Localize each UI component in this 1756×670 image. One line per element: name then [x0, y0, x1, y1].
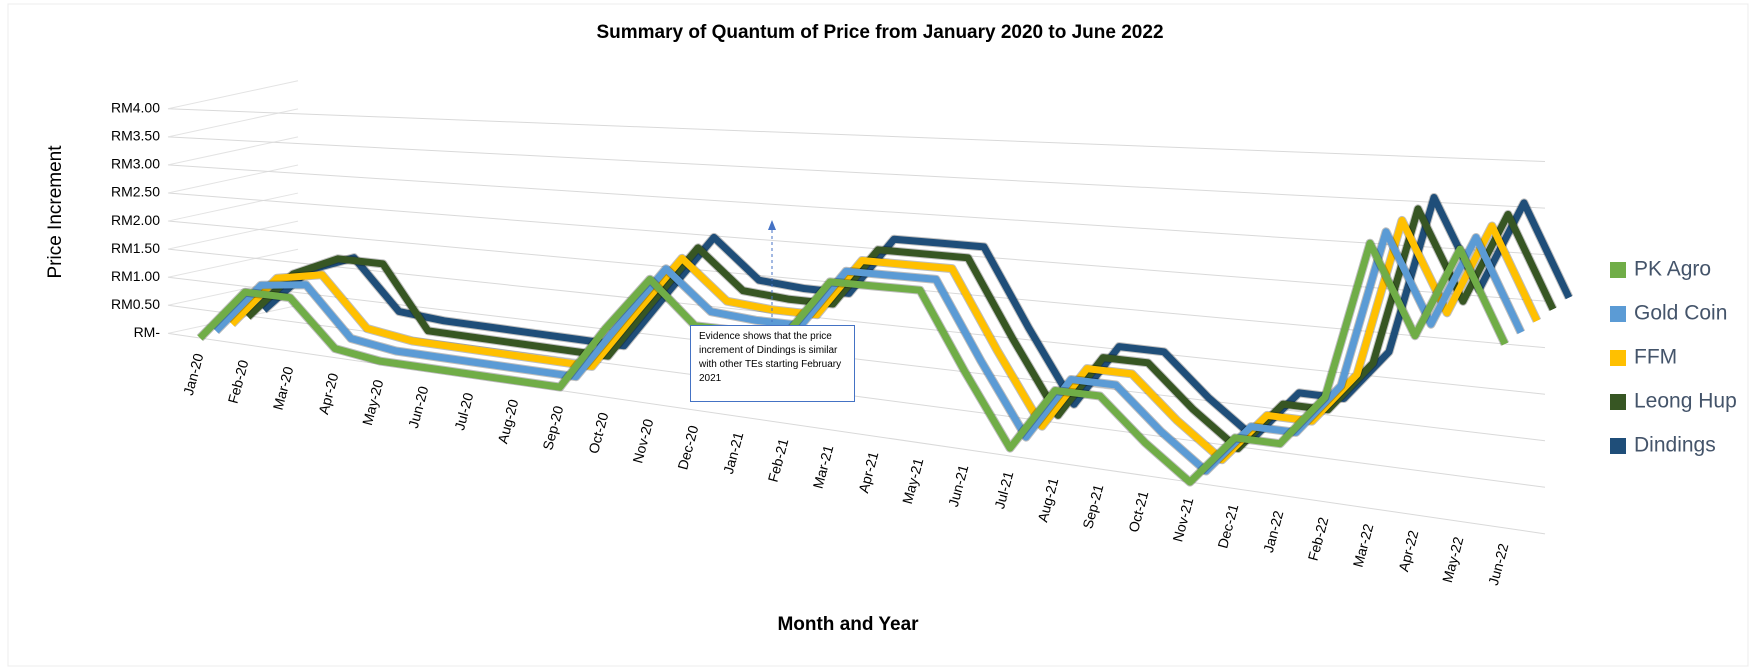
- y-axis-title: Price Increment: [45, 145, 66, 279]
- annotation-box: Evidence shows that the price increment …: [690, 325, 855, 402]
- grid-line: [167, 192, 1546, 302]
- grid-wall: [167, 136, 299, 166]
- legend-swatch: [1610, 438, 1626, 454]
- annotation-arrowhead: [768, 220, 776, 230]
- series-line: [213, 228, 1525, 475]
- grid-wall: [167, 192, 299, 222]
- y-tick-label: RM3.00: [111, 156, 160, 172]
- series-line: [261, 194, 1573, 441]
- series-line: [197, 239, 1509, 486]
- legend-label: PK Agro: [1634, 258, 1711, 281]
- chart-frame: [7, 3, 1749, 667]
- grid-wall: [167, 248, 299, 278]
- legend-label: Dindings: [1634, 434, 1716, 457]
- grid-line: [167, 108, 1546, 163]
- grid-line: [167, 248, 1546, 395]
- legend-swatch: [1610, 262, 1626, 278]
- series-line: [229, 216, 1541, 464]
- legend-label: FFM: [1634, 346, 1677, 369]
- series-line: [245, 205, 1557, 453]
- legend-swatch: [1610, 350, 1626, 366]
- y-tick-label: RM1.50: [111, 240, 160, 256]
- chart-title: Summary of Quantum of Price from January…: [596, 22, 1163, 43]
- legend-label: Leong Hup: [1634, 390, 1737, 413]
- grid-wall: [167, 108, 299, 138]
- legend-swatch: [1610, 306, 1626, 322]
- y-tick-label: RM4.00: [111, 99, 160, 115]
- annotation: Evidence shows that the price increment …: [690, 325, 855, 402]
- legend-label: Gold Coin: [1634, 302, 1727, 325]
- y-tick-label: RM2.00: [111, 212, 160, 228]
- x-axis-title: Month and Year: [777, 614, 919, 635]
- grid-wall: [167, 80, 299, 110]
- grid-line: [167, 136, 1546, 209]
- grid-line: [167, 164, 1546, 256]
- y-tick-label: RM3.50: [111, 128, 160, 144]
- grid-wall: [167, 164, 299, 194]
- y-tick-label: RM2.50: [111, 184, 160, 200]
- y-tick-label: RM0.50: [111, 296, 160, 312]
- legend-swatch: [1610, 394, 1626, 410]
- y-tick-label: RM-: [134, 324, 161, 340]
- y-tick-label: RM1.00: [111, 268, 160, 284]
- grid-wall: [167, 220, 299, 250]
